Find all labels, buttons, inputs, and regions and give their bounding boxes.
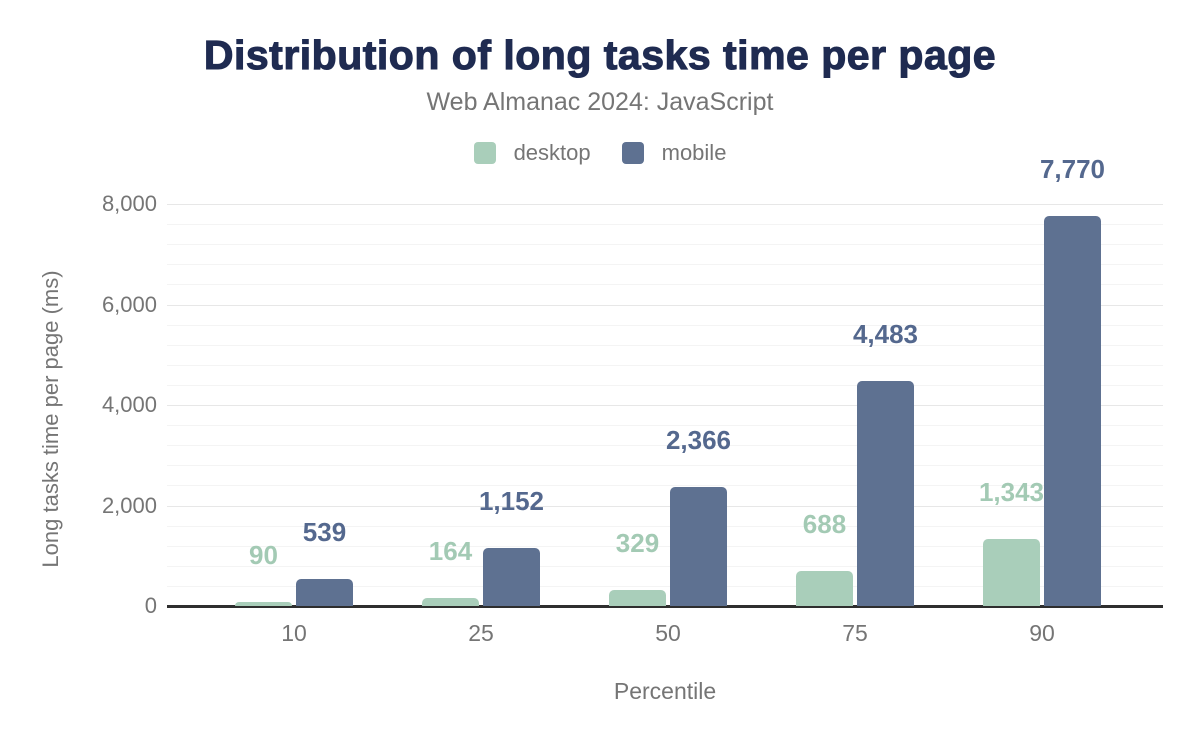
minor-gridline <box>167 264 1163 266</box>
mobile-bar[interactable] <box>857 380 914 606</box>
mobile-value-label: 7,770 <box>1039 153 1106 184</box>
desktop-value-label: 90 <box>249 539 278 570</box>
desktop-value-label: 164 <box>428 535 473 566</box>
minor-gridline <box>167 445 1163 447</box>
desktop-bar[interactable] <box>983 538 1040 606</box>
minor-gridline <box>167 465 1163 467</box>
mobile-legend-swatch-icon <box>621 142 644 164</box>
x-tick-label: 90 <box>1029 620 1055 646</box>
desktop-value-label: 329 <box>615 527 660 558</box>
minor-gridline <box>167 425 1163 427</box>
x-axis-title: Percentile <box>613 678 717 704</box>
y-tick-label: 6,000 <box>101 291 157 317</box>
minor-gridline <box>167 284 1163 286</box>
desktop-value-label: 1,343 <box>978 476 1045 507</box>
minor-gridline <box>167 545 1163 547</box>
desktop-bar[interactable] <box>796 571 853 606</box>
minor-gridline <box>167 244 1163 246</box>
minor-gridline <box>167 485 1163 487</box>
major-gridline <box>167 204 1163 205</box>
desktop-value-label: 688 <box>802 509 847 540</box>
major-gridline <box>167 304 1163 306</box>
minor-gridline <box>167 384 1163 386</box>
minor-gridline <box>167 364 1163 366</box>
mobile-bar[interactable] <box>483 548 540 606</box>
minor-gridline <box>167 324 1163 326</box>
mobile-value-label: 4,483 <box>852 318 919 349</box>
legend-label: mobile <box>661 140 727 165</box>
x-tick-label: 25 <box>468 620 494 646</box>
desktop-bar[interactable] <box>235 601 292 606</box>
mobile-value-label: 1,152 <box>478 486 545 517</box>
major-gridline <box>167 405 1163 406</box>
mobile-value-label: 2,366 <box>665 425 732 456</box>
minor-gridline <box>167 585 1163 587</box>
desktop-bar[interactable] <box>422 597 479 606</box>
desktop-bar[interactable] <box>609 589 666 606</box>
mobile-value-label: 539 <box>302 516 347 547</box>
minor-gridline <box>167 525 1163 527</box>
desktop-legend-swatch-icon <box>473 142 496 164</box>
minor-gridline <box>167 565 1163 567</box>
legend: desktop mobile <box>0 140 1200 166</box>
mobile-bar[interactable] <box>670 487 727 606</box>
chart-title: Distribution of long tasks time per page <box>203 31 997 78</box>
y-tick-label: 2,000 <box>101 492 157 518</box>
minor-gridline <box>167 224 1163 226</box>
y-axis-title: Long tasks time per page (ms) <box>38 270 63 568</box>
legend-item-desktop[interactable]: desktop <box>473 140 591 166</box>
legend-label: desktop <box>513 140 591 165</box>
y-tick-label: 0 <box>144 593 157 618</box>
x-tick-label: 10 <box>281 620 307 646</box>
legend-item-mobile[interactable]: mobile <box>621 140 727 166</box>
chart-subtitle: Web Almanac 2024: JavaScript <box>426 88 774 116</box>
minor-gridline <box>167 344 1163 346</box>
x-tick-label: 75 <box>842 620 868 646</box>
mobile-bar[interactable] <box>1044 215 1101 606</box>
x-tick-label: 50 <box>655 620 681 646</box>
x-axis-line <box>167 605 1163 608</box>
mobile-bar[interactable] <box>296 578 353 606</box>
major-gridline <box>167 505 1163 507</box>
y-tick-label: 4,000 <box>101 392 157 417</box>
y-tick-label: 8,000 <box>101 191 157 216</box>
